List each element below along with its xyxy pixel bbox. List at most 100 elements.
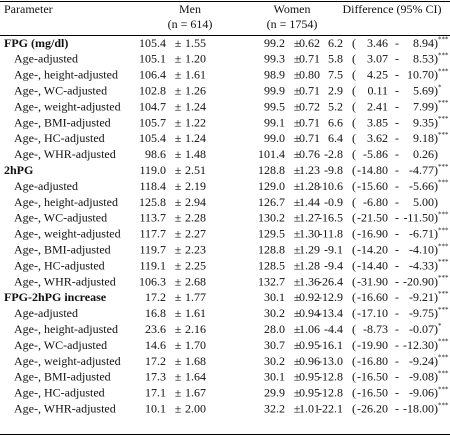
difference: -16.5 [318, 211, 343, 225]
difference: 2.9 [328, 83, 343, 97]
ci-open: ( [352, 354, 356, 368]
row-label: Age-adjusted [14, 306, 78, 320]
men-se: 1.67 [185, 386, 206, 400]
difference: -12.8 [318, 370, 343, 384]
ci-dash: - [395, 163, 399, 177]
plus-minus: ± [175, 227, 182, 241]
ci-close: ) [434, 242, 438, 256]
ci-close: ) [434, 322, 438, 336]
plus-minus: ± [175, 242, 182, 256]
ci-dash: - [395, 258, 399, 272]
row-label: FPG (mg/dl) [4, 36, 68, 50]
difference: -0.9 [324, 195, 343, 209]
ci-open: ( [352, 179, 356, 193]
men-se: 1.22 [185, 115, 206, 129]
ci-high: -12.30 [403, 338, 434, 352]
plus-minus: ± [175, 68, 182, 82]
ci-low: -15.60 [357, 179, 388, 193]
header-difference: Difference (95% CI) [342, 2, 441, 16]
ci-low: 2.41 [367, 99, 388, 113]
ci-close: ) [434, 386, 438, 400]
men-se: 2.00 [185, 401, 206, 415]
women-se: 0.76 [299, 147, 320, 161]
women-mean: 30.2 [264, 306, 285, 320]
ci-close: ) [434, 211, 438, 225]
ci-high: -9.06 [409, 386, 434, 400]
significance: *** [438, 370, 449, 378]
plus-minus: ± [294, 242, 301, 256]
plus-minus: ± [294, 290, 301, 304]
ci-low: -14.40 [357, 258, 388, 272]
women-se: 1.30 [299, 227, 320, 241]
ci-low: -16.90 [357, 227, 388, 241]
men-se: 2.68 [185, 274, 206, 288]
plus-minus: ± [175, 179, 182, 193]
difference: -9.8 [324, 163, 343, 177]
significance: *** [438, 274, 449, 282]
men-mean: 113.7 [139, 211, 166, 225]
plus-minus: ± [294, 370, 301, 384]
men-mean: 17.2 [145, 290, 166, 304]
significance: *** [438, 211, 449, 219]
ci-close: ) [434, 195, 438, 209]
row-label: Age-, HC-adjusted [14, 258, 105, 272]
significance: *** [438, 52, 449, 60]
men-mean: 117.7 [139, 227, 166, 241]
difference: 6.6 [328, 115, 343, 129]
ci-close: ) [434, 52, 438, 66]
plus-minus: ± [175, 290, 182, 304]
men-se: 1.26 [185, 83, 206, 97]
ci-close: ) [434, 68, 438, 82]
significance: *** [438, 99, 449, 107]
difference: -13.4 [318, 306, 343, 320]
ci-open: ( [352, 147, 356, 161]
women-mean: 128.8 [258, 242, 285, 256]
ci-high: -20.90 [403, 274, 434, 288]
ci-low: -17.10 [357, 306, 388, 320]
plus-minus: ± [175, 211, 182, 225]
ci-dash: - [395, 227, 399, 241]
ci-high: -4.77 [409, 163, 434, 177]
plus-minus: ± [294, 306, 301, 320]
ci-high: 5.00 [413, 195, 434, 209]
difference: -26.4 [318, 274, 343, 288]
ci-close: ) [434, 306, 438, 320]
ci-low: -16.50 [357, 370, 388, 384]
ci-close: ) [434, 290, 438, 304]
women-se: 1.27 [299, 211, 320, 225]
ci-dash: - [395, 115, 399, 129]
plus-minus: ± [175, 306, 182, 320]
plus-minus: ± [294, 274, 301, 288]
row-label: Age-, BMI-adjusted [14, 242, 111, 256]
men-mean: 104.7 [139, 99, 166, 113]
ci-close: ) [434, 274, 438, 288]
row-label: Age-adjusted [14, 52, 78, 66]
ci-high: -9.21 [409, 290, 434, 304]
women-mean: 132.7 [258, 274, 285, 288]
men-se: 1.24 [185, 99, 206, 113]
plus-minus: ± [294, 52, 301, 66]
men-se: 1.61 [185, 68, 206, 82]
ci-open: ( [352, 242, 356, 256]
ci-dash: - [395, 99, 399, 113]
women-mean: 99.5 [264, 99, 285, 113]
women-mean: 126.7 [258, 195, 285, 209]
women-mean: 129.0 [258, 179, 285, 193]
significance: *** [438, 385, 449, 393]
women-mean: 32.2 [264, 401, 285, 415]
ci-close: ) [434, 401, 438, 415]
ci-high: -9.24 [409, 354, 434, 368]
row-label: Age-, WHR-adjusted [14, 401, 116, 415]
ci-low: -5.86 [363, 147, 388, 161]
men-mean: 125.8 [139, 195, 166, 209]
row-label: Age-, WHR-adjusted [14, 274, 116, 288]
significance: * [438, 322, 442, 330]
women-mean: 130.2 [258, 211, 285, 225]
plus-minus: ± [294, 179, 301, 193]
plus-minus: ± [175, 163, 182, 177]
women-se: 0.95 [299, 370, 320, 384]
row-label: Age-, weight-adjusted [14, 99, 121, 113]
women-mean: 29.9 [264, 386, 285, 400]
plus-minus: ± [294, 163, 301, 177]
